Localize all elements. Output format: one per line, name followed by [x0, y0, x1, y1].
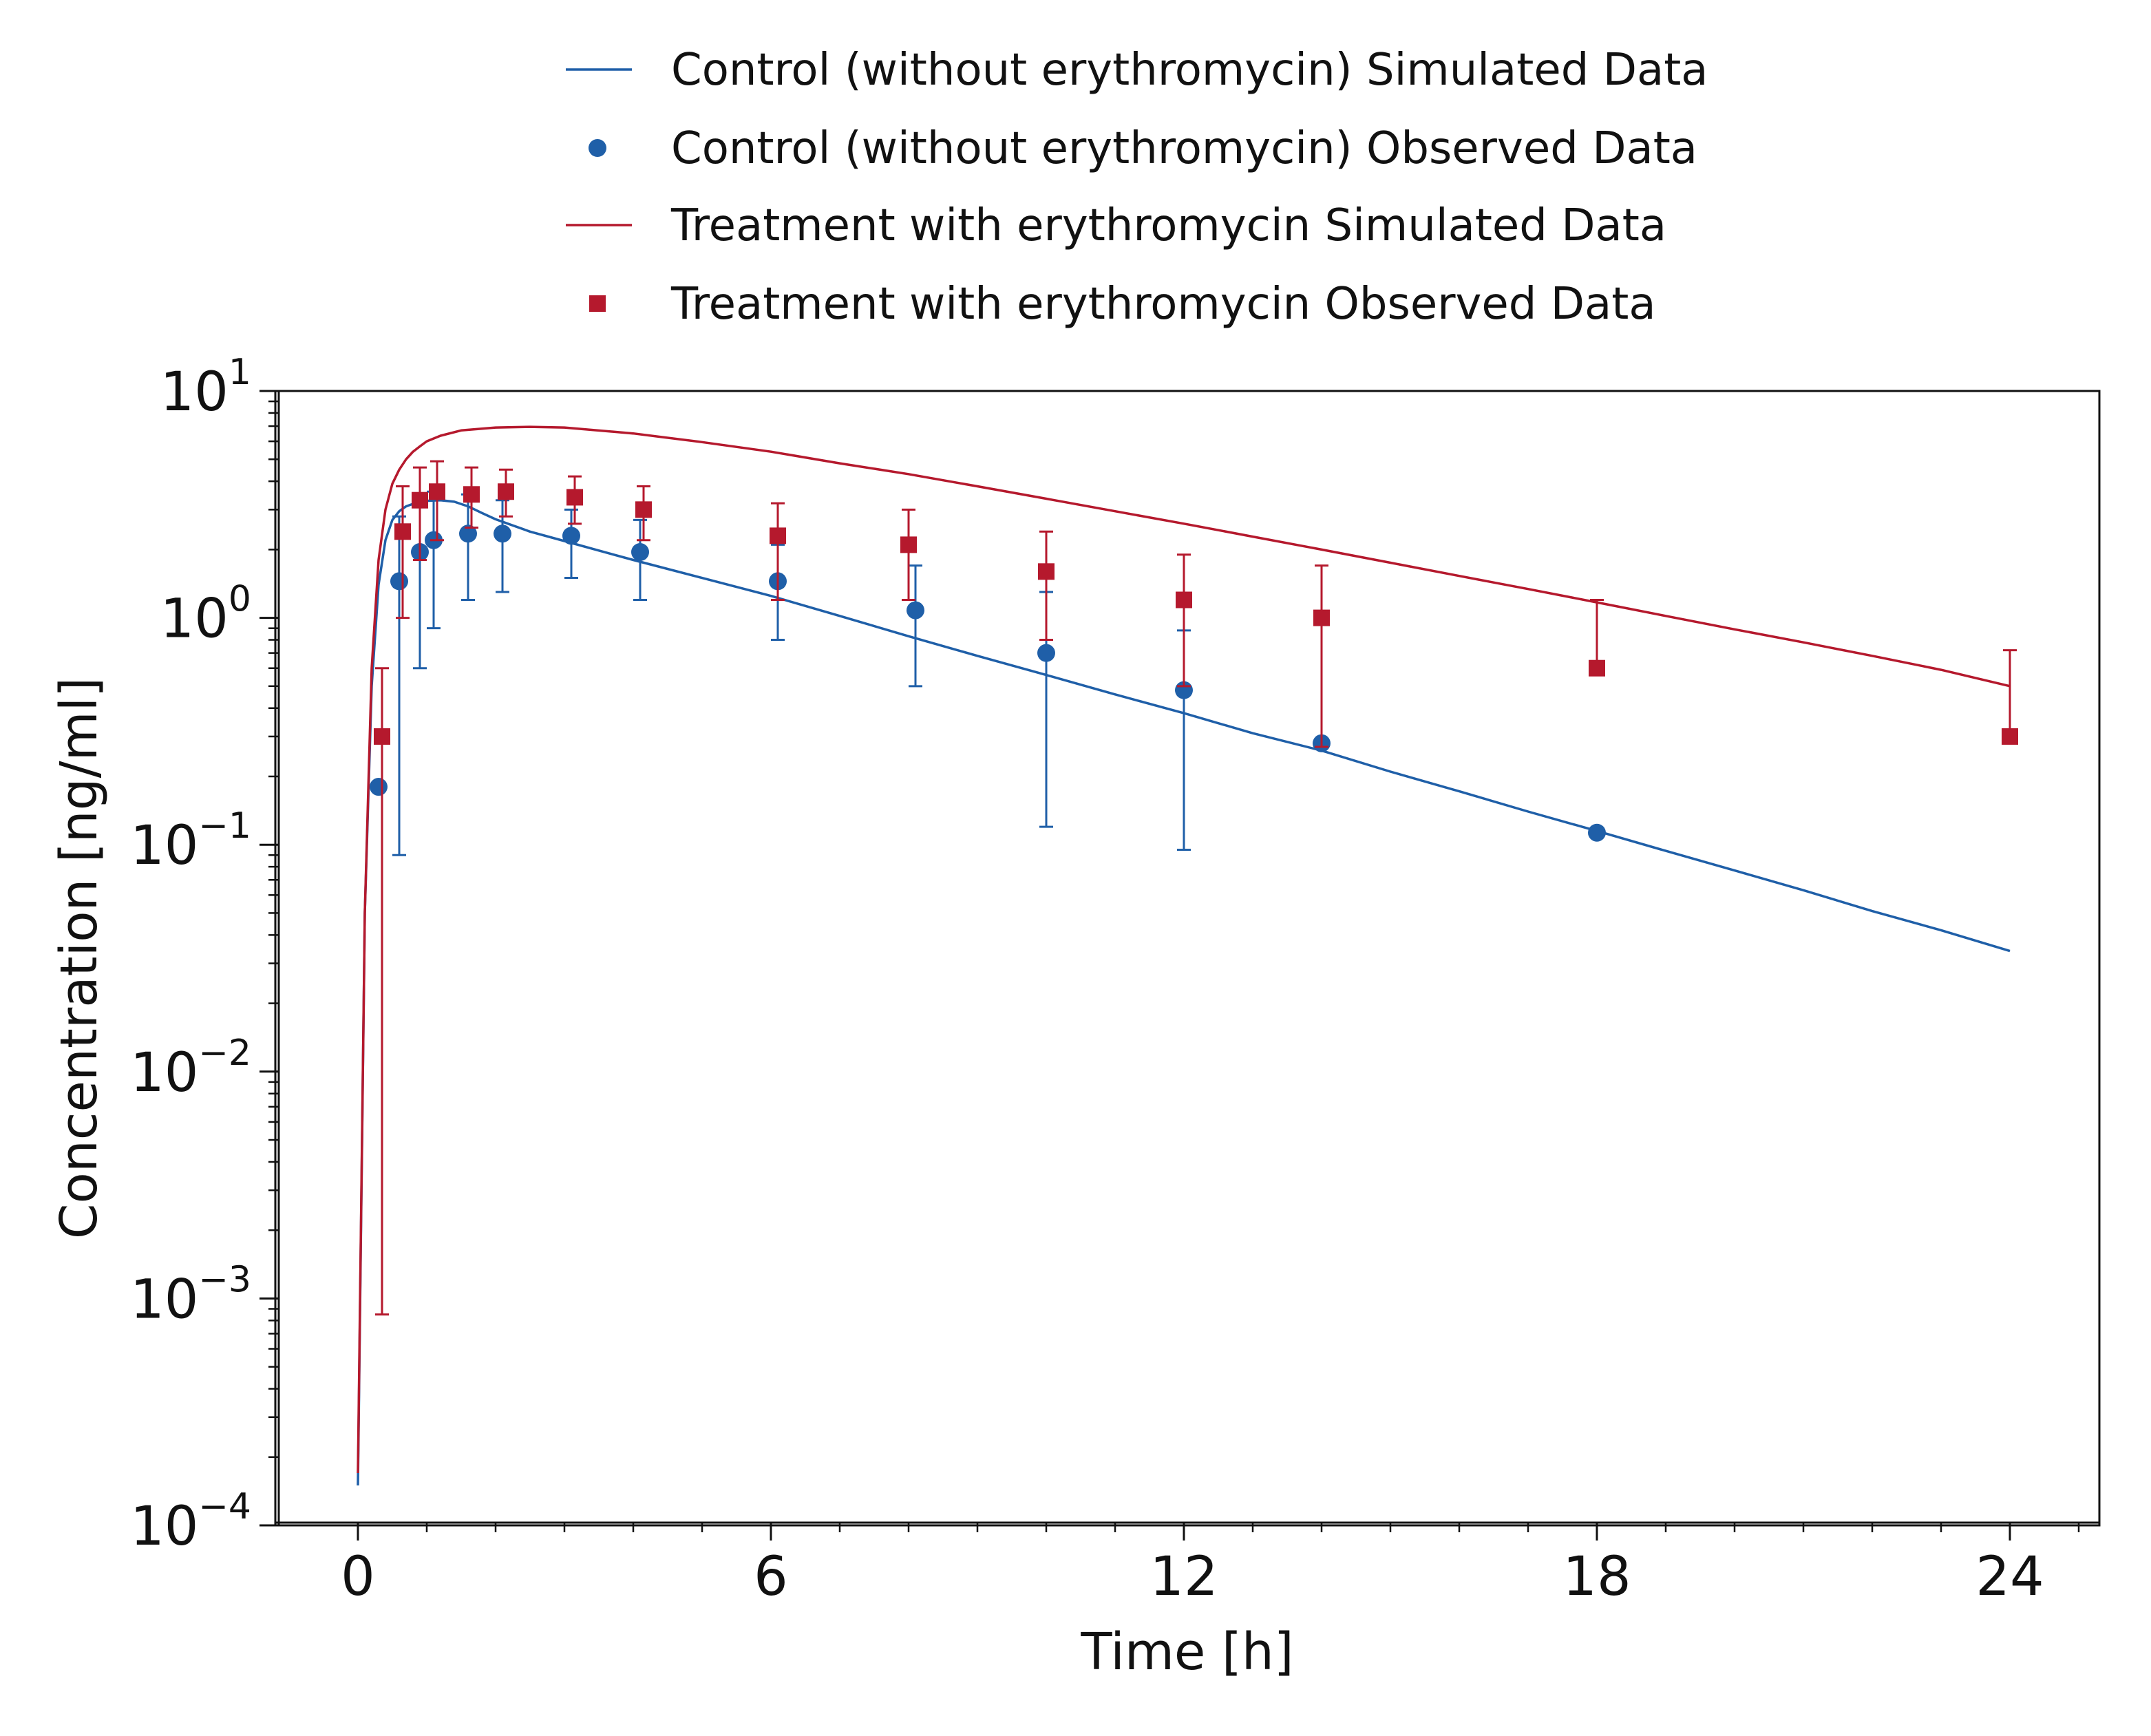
y-tick-exponent: −1 — [198, 805, 251, 847]
legend-label: Treatment with erythromycin Observed Dat… — [670, 279, 1656, 330]
data-point — [412, 491, 428, 509]
y-tick-label: 100 — [160, 579, 251, 650]
data-point — [494, 525, 511, 543]
y-tick-base: 10 — [130, 1496, 198, 1558]
y-tick-label: 10−1 — [130, 805, 251, 877]
data-point — [498, 483, 514, 500]
x-tick-label: 24 — [1975, 1546, 2044, 1608]
legend-item: Control (without erythromycin) Observed … — [589, 123, 1697, 174]
y-tick-exponent: 0 — [229, 579, 251, 620]
legend-marker-swatch — [589, 295, 606, 312]
y-tick-exponent: −4 — [198, 1486, 251, 1527]
data-point — [635, 501, 652, 518]
legend-item: Control (without erythromycin) Simulated… — [566, 45, 1708, 96]
legend: Control (without erythromycin) Simulated… — [566, 45, 1708, 330]
y-axis-title: Concentration [ng/ml] — [50, 677, 109, 1239]
data-point — [463, 486, 480, 503]
x-axis-title: Time [h] — [1080, 1622, 1293, 1682]
legend-label: Treatment with erythromycin Simulated Da… — [670, 200, 1666, 251]
legend-item: Treatment with erythromycin Observed Dat… — [589, 279, 1656, 330]
y-tick-base: 10 — [130, 815, 198, 877]
y-tick-label: 10−3 — [130, 1259, 251, 1331]
y-tick-label: 101 — [160, 352, 251, 423]
data-point — [390, 572, 408, 591]
x-tick-label: 18 — [1562, 1546, 1631, 1608]
data-point — [1038, 563, 1055, 580]
data-point — [1588, 823, 1606, 842]
x-axis: 0 6 12 18 24 — [275, 1521, 2099, 1608]
data-point — [394, 523, 411, 540]
data-point — [1313, 609, 1330, 626]
x-tick-label: 6 — [754, 1546, 788, 1608]
data-point — [374, 728, 390, 745]
y-tick-base: 10 — [130, 1269, 198, 1331]
legend-marker-swatch — [589, 139, 606, 157]
x-tick-label: 0 — [341, 1546, 375, 1608]
legend-item: Treatment with erythromycin Simulated Da… — [566, 200, 1666, 251]
data-point — [907, 601, 924, 620]
y-tick-base: 10 — [160, 361, 229, 423]
y-tick-label: 10−2 — [130, 1033, 251, 1104]
data-point — [1176, 591, 1192, 608]
data-point — [2002, 728, 2018, 745]
data-point — [562, 527, 580, 545]
y-tick-exponent: −2 — [198, 1033, 251, 1074]
legend-label: Control (without erythromycin) Simulated… — [671, 45, 1708, 96]
data-point — [459, 525, 477, 543]
data-point — [1037, 644, 1055, 662]
data-point — [900, 536, 917, 553]
y-tick-label: 10−4 — [130, 1486, 251, 1558]
data-point — [370, 778, 388, 796]
x-tick-label: 12 — [1149, 1546, 1218, 1608]
series-4 — [374, 460, 2018, 1316]
legend-label: Control (without erythromycin) Observed … — [671, 123, 1697, 174]
plot-area — [357, 425, 2018, 1486]
y-tick-exponent: 1 — [229, 352, 251, 393]
y-tick-base: 10 — [160, 589, 229, 650]
data-point — [770, 527, 786, 544]
data-point — [631, 543, 649, 562]
data-point — [429, 483, 445, 500]
data-point — [566, 489, 583, 506]
y-tick-base: 10 — [130, 1042, 198, 1104]
y-tick-exponent: −3 — [198, 1259, 251, 1300]
plot-frame — [274, 390, 2101, 1527]
data-point — [1589, 659, 1605, 677]
